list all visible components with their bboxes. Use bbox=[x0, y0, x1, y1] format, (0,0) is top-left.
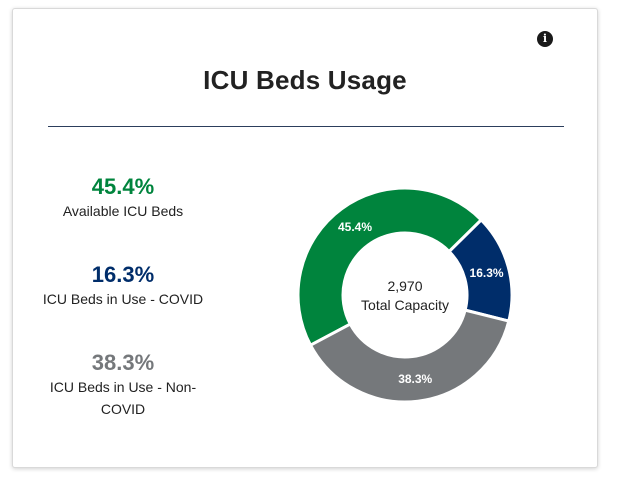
slice-non-covid-label: 38.3% bbox=[398, 372, 432, 386]
icu-beds-card: i ICU Beds Usage 45.4% Available ICU Bed… bbox=[12, 8, 598, 468]
stat-non-covid: 38.3% ICU Beds in Use - Non-COVID bbox=[35, 350, 211, 420]
stat-covid-label: ICU Beds in Use - COVID bbox=[42, 291, 204, 307]
slice-available[interactable] bbox=[296, 186, 484, 348]
stat-non-covid-value: 38.3% bbox=[91, 350, 155, 375]
stat-covid: 16.3% ICU Beds in Use - COVID bbox=[35, 262, 211, 310]
donut-chart: 45.4% 16.3% 38.3% 2,970 Total Capacity bbox=[296, 186, 514, 404]
card-title: ICU Beds Usage bbox=[203, 65, 407, 95]
stat-covid-value: 16.3% bbox=[91, 262, 155, 287]
stat-available-value: 45.4% bbox=[91, 174, 155, 199]
stat-available: 45.4% Available ICU Beds bbox=[35, 174, 211, 222]
center-label: Total Capacity bbox=[361, 297, 449, 313]
slice-available-label: 45.4% bbox=[338, 220, 372, 234]
info-icon[interactable]: i bbox=[537, 31, 553, 47]
stat-available-label: Available ICU Beds bbox=[62, 203, 184, 219]
slice-non-covid[interactable] bbox=[308, 308, 511, 404]
center-value: 2,970 bbox=[387, 278, 422, 294]
stat-non-covid-label: ICU Beds in Use - Non-COVID bbox=[49, 379, 197, 417]
title-divider bbox=[48, 126, 564, 127]
slice-covid-label: 16.3% bbox=[470, 266, 504, 280]
